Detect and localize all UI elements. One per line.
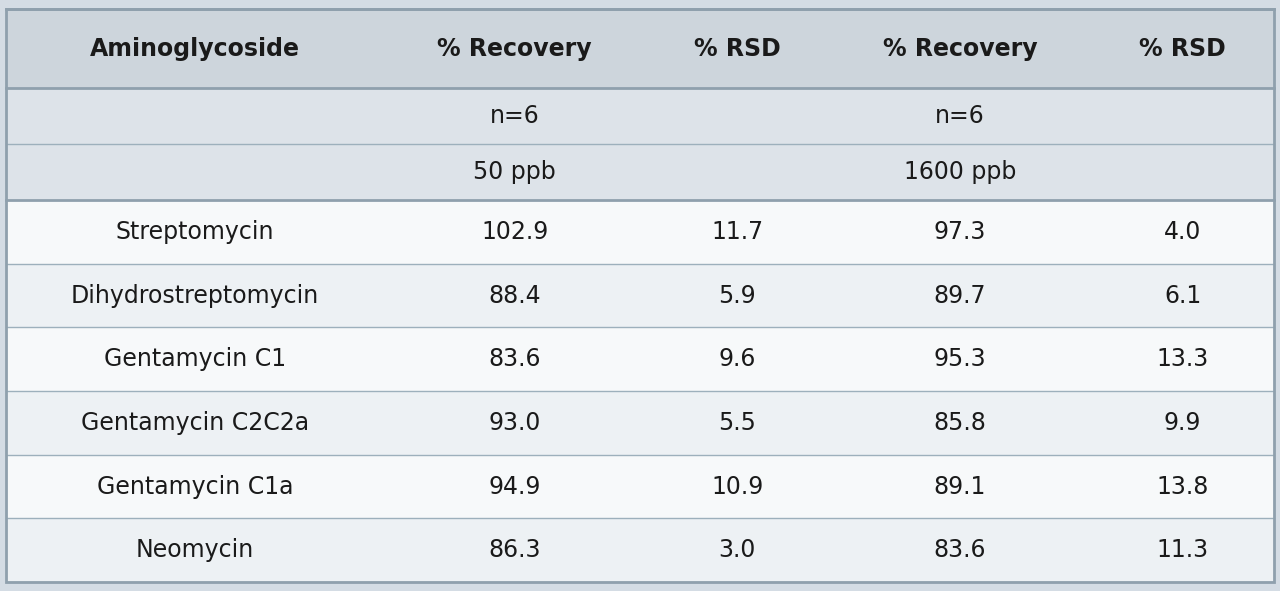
Bar — [6, 518, 1274, 582]
Text: 85.8: 85.8 — [933, 411, 987, 435]
Text: 86.3: 86.3 — [489, 538, 541, 562]
Bar — [6, 391, 1274, 454]
Text: 88.4: 88.4 — [489, 284, 541, 307]
Text: 83.6: 83.6 — [933, 538, 987, 562]
Text: 94.9: 94.9 — [489, 475, 541, 499]
Text: Streptomycin: Streptomycin — [115, 220, 274, 244]
Text: 89.1: 89.1 — [934, 475, 986, 499]
Text: 5.5: 5.5 — [718, 411, 756, 435]
Text: 9.6: 9.6 — [718, 347, 756, 371]
Text: % RSD: % RSD — [1139, 37, 1226, 60]
Text: % Recovery: % Recovery — [438, 37, 593, 60]
Text: 83.6: 83.6 — [489, 347, 541, 371]
Text: % RSD: % RSD — [694, 37, 781, 60]
Text: 50 ppb: 50 ppb — [474, 160, 556, 184]
Text: Gentamycin C2C2a: Gentamycin C2C2a — [81, 411, 308, 435]
Text: 13.3: 13.3 — [1157, 347, 1208, 371]
Text: Aminoglycoside: Aminoglycoside — [90, 37, 300, 60]
Text: n=6: n=6 — [936, 104, 984, 128]
Text: Dihydrostreptomycin: Dihydrostreptomycin — [70, 284, 319, 307]
Text: 3.0: 3.0 — [718, 538, 756, 562]
Bar — [6, 9, 1274, 88]
Text: 89.7: 89.7 — [933, 284, 987, 307]
Bar — [6, 144, 1274, 200]
Text: 11.3: 11.3 — [1157, 538, 1208, 562]
Text: 6.1: 6.1 — [1164, 284, 1201, 307]
Text: 10.9: 10.9 — [712, 475, 763, 499]
Bar — [6, 454, 1274, 518]
Bar — [6, 200, 1274, 264]
Text: 9.9: 9.9 — [1164, 411, 1202, 435]
Text: 102.9: 102.9 — [481, 220, 548, 244]
Text: Neomycin: Neomycin — [136, 538, 253, 562]
Text: 95.3: 95.3 — [933, 347, 987, 371]
Text: 5.9: 5.9 — [718, 284, 756, 307]
Text: % Recovery: % Recovery — [883, 37, 1037, 60]
Text: 11.7: 11.7 — [712, 220, 763, 244]
Text: 93.0: 93.0 — [489, 411, 541, 435]
Text: Gentamycin C1a: Gentamycin C1a — [96, 475, 293, 499]
Text: n=6: n=6 — [490, 104, 540, 128]
Bar — [6, 327, 1274, 391]
Bar — [6, 264, 1274, 327]
Text: 13.8: 13.8 — [1156, 475, 1208, 499]
Bar — [6, 88, 1274, 144]
Text: Gentamycin C1: Gentamycin C1 — [104, 347, 285, 371]
Text: 1600 ppb: 1600 ppb — [904, 160, 1016, 184]
Text: 4.0: 4.0 — [1164, 220, 1202, 244]
Text: 97.3: 97.3 — [934, 220, 986, 244]
